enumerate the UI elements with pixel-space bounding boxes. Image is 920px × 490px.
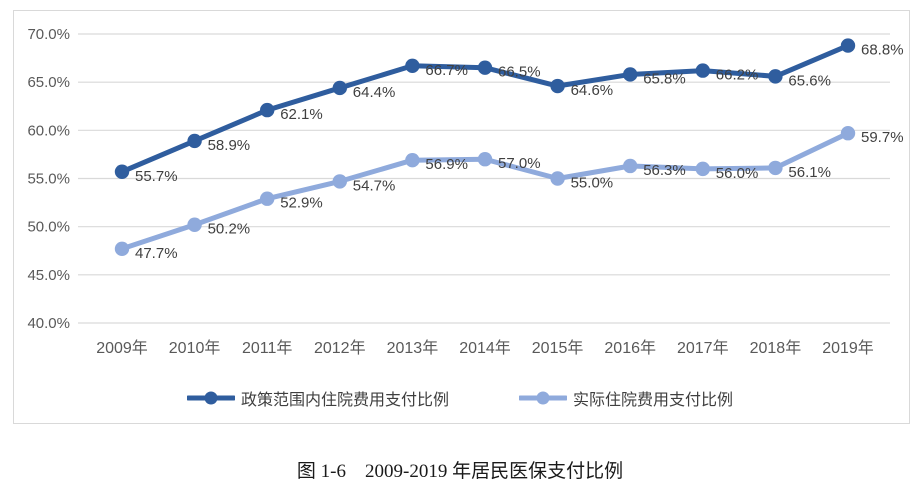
- svg-text:2012年: 2012年: [314, 339, 366, 357]
- svg-text:2013年: 2013年: [387, 339, 439, 357]
- svg-text:65.8%: 65.8%: [643, 70, 686, 87]
- plot-border: [13, 10, 910, 424]
- svg-text:64.4%: 64.4%: [353, 84, 396, 101]
- svg-text:52.9%: 52.9%: [280, 195, 323, 212]
- svg-text:66.7%: 66.7%: [425, 62, 468, 79]
- svg-text:56.3%: 56.3%: [643, 162, 686, 179]
- svg-text:65.6%: 65.6%: [788, 72, 831, 89]
- svg-text:58.9%: 58.9%: [208, 137, 251, 154]
- svg-text:2016年: 2016年: [604, 339, 656, 357]
- svg-text:2011年: 2011年: [242, 339, 292, 357]
- svg-text:2015年: 2015年: [532, 339, 584, 357]
- chart-area: 40.0% 45.0% 50.0% 55.0% 60.0% 65.0% 70.0% 2009年…: [13, 10, 910, 424]
- legend-item-policy: 政策范围内住院费用支付比例: [186, 386, 449, 410]
- svg-text:2009年: 2009年: [96, 339, 148, 357]
- svg-text:55.0%: 55.0%: [571, 175, 614, 192]
- svg-text:57.0%: 57.0%: [498, 155, 541, 172]
- svg-text:55.0%: 55.0%: [27, 171, 70, 188]
- line-chart: 40.0% 45.0% 50.0% 55.0% 60.0% 65.0% 70.0% 2009年…: [13, 10, 910, 424]
- svg-text:50.2%: 50.2%: [208, 221, 251, 238]
- policy-series-marker-icon: [186, 391, 235, 405]
- svg-text:59.7%: 59.7%: [861, 129, 904, 146]
- svg-text:50.0%: 50.0%: [27, 219, 70, 236]
- svg-text:2010年: 2010年: [169, 339, 221, 357]
- legend-item-actual: 实际住院费用支付比例: [519, 386, 733, 410]
- legend-label-actual: 实际住院费用支付比例: [573, 392, 734, 409]
- svg-text:55.7%: 55.7%: [135, 168, 178, 185]
- svg-text:62.1%: 62.1%: [280, 106, 323, 123]
- svg-text:2014年: 2014年: [459, 339, 511, 357]
- svg-text:68.8%: 68.8%: [861, 42, 904, 59]
- svg-text:64.6%: 64.6%: [571, 82, 614, 99]
- figure-caption: 图 1-6 2009-2019 年居民医保支付比例: [296, 461, 624, 482]
- svg-text:56.0%: 56.0%: [716, 165, 759, 182]
- svg-text:66.5%: 66.5%: [498, 64, 541, 81]
- svg-text:40.0%: 40.0%: [27, 315, 70, 332]
- svg-text:2019年: 2019年: [822, 339, 874, 357]
- svg-text:56.1%: 56.1%: [788, 164, 831, 181]
- series-policy: 55.7% 58.9% 62.1% 64.4% 66.7% 66.5% 64.6% 65.8%…: [114, 38, 904, 185]
- svg-text:2017年: 2017年: [677, 339, 729, 357]
- svg-text:47.7%: 47.7%: [135, 245, 178, 262]
- svg-text:56.9%: 56.9%: [425, 156, 468, 173]
- legend-label-policy: 政策范围内住院费用支付比例: [240, 392, 449, 409]
- x-axis-labels: 2009年 2010年 2011年 2012年 2013年 2014年 2015年 2016年…: [96, 339, 874, 357]
- actual-series-marker-icon: [519, 391, 567, 405]
- svg-text:2018年: 2018年: [750, 339, 802, 357]
- chart-legend: 政策范围内住院费用支付比例 实际住院费用支付比例: [14, 383, 906, 413]
- svg-text:66.2%: 66.2%: [716, 67, 759, 84]
- y-axis-labels: 40.0% 45.0% 50.0% 55.0% 60.0% 65.0% 70.0%: [27, 26, 70, 332]
- svg-text:54.7%: 54.7%: [353, 177, 396, 194]
- svg-text:65.0%: 65.0%: [27, 74, 70, 91]
- svg-text:70.0%: 70.0%: [27, 26, 70, 43]
- series-actual: 47.7% 50.2% 52.9% 54.7% 56.9% 57.0% 55.0% 56.3%…: [114, 126, 904, 262]
- svg-text:60.0%: 60.0%: [27, 122, 70, 139]
- svg-text:45.0%: 45.0%: [27, 267, 70, 284]
